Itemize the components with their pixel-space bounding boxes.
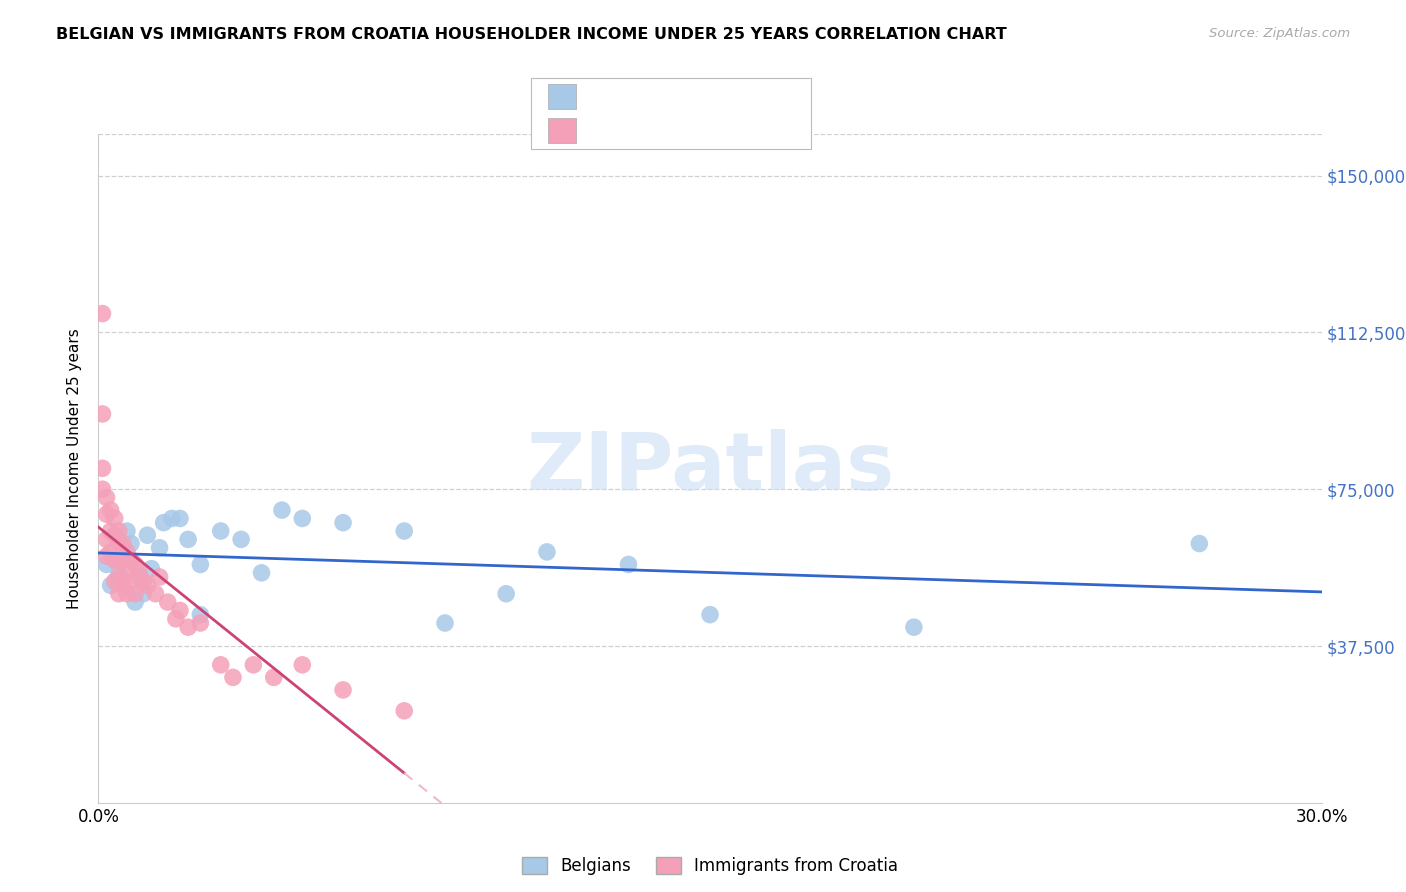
Point [111,578,134,592]
Point [536,545,558,559]
Point [104,553,127,567]
Point [160,511,183,525]
Point [434,615,457,630]
Point [242,657,264,672]
Point [141,562,163,576]
Point [128,566,150,580]
Point [111,545,134,559]
Point [91,407,114,421]
Point [169,603,191,617]
Point [903,620,925,634]
Point [96,508,118,522]
Point [100,503,122,517]
Point [136,578,159,592]
Point [108,553,131,567]
Point [136,528,159,542]
Point [188,558,212,572]
Point [104,574,127,589]
Point [152,516,174,530]
Point [104,553,127,567]
Point [291,657,314,672]
Point [108,570,131,584]
Point [100,578,122,592]
Point [270,503,294,517]
Point [165,612,187,626]
Point [115,545,138,559]
Point [108,587,131,601]
Point [188,615,212,630]
Point [96,533,118,547]
Point [104,511,127,525]
Point [108,536,131,550]
Point [128,570,150,584]
Point [96,558,118,572]
Point [120,536,142,550]
Point [124,587,146,601]
Point [108,566,131,580]
Point [250,566,273,580]
Point [145,587,167,601]
Point [149,541,172,555]
Point [96,491,118,505]
Point [124,558,146,572]
Point [96,549,118,563]
Point [115,524,138,538]
Point [156,595,179,609]
Point [291,511,314,525]
Text: Source: ZipAtlas.com: Source: ZipAtlas.com [1209,27,1350,40]
Point [495,587,517,601]
Text: BELGIAN VS IMMIGRANTS FROM CROATIA HOUSEHOLDER INCOME UNDER 25 YEARS CORRELATION: BELGIAN VS IMMIGRANTS FROM CROATIA HOUSE… [56,27,1007,42]
Point [115,587,138,601]
Point [188,607,212,622]
Point [120,574,142,589]
Point [149,570,172,584]
Point [91,461,114,475]
Point [100,545,122,559]
Point [209,657,232,672]
Point [617,558,640,572]
Point [1188,536,1211,550]
Point [169,511,191,525]
Point [91,482,114,496]
Point [132,587,155,601]
Point [111,553,134,567]
Point [100,524,122,538]
Y-axis label: Householder Income Under 25 years: Householder Income Under 25 years [67,328,83,608]
Point [104,528,127,542]
Legend: Belgians, Immigrants from Croatia: Belgians, Immigrants from Croatia [515,850,905,881]
Point [332,682,354,697]
Point [699,607,721,622]
Point [332,516,354,530]
Point [91,307,114,321]
Point [392,524,416,538]
Text: R = -0.172   N = 47: R = -0.172 N = 47 [588,121,751,139]
Point [108,524,131,538]
Point [132,574,155,589]
Point [111,536,134,550]
Point [115,566,138,580]
Point [120,553,142,567]
Point [392,704,416,718]
Point [177,620,200,634]
Point [222,670,245,684]
Text: R = 0.054   N = 33: R = 0.054 N = 33 [588,87,745,105]
Point [263,670,285,684]
Point [124,595,146,609]
Point [231,533,253,547]
Text: ZIPatlas: ZIPatlas [526,429,894,508]
Point [177,533,200,547]
Point [209,524,232,538]
